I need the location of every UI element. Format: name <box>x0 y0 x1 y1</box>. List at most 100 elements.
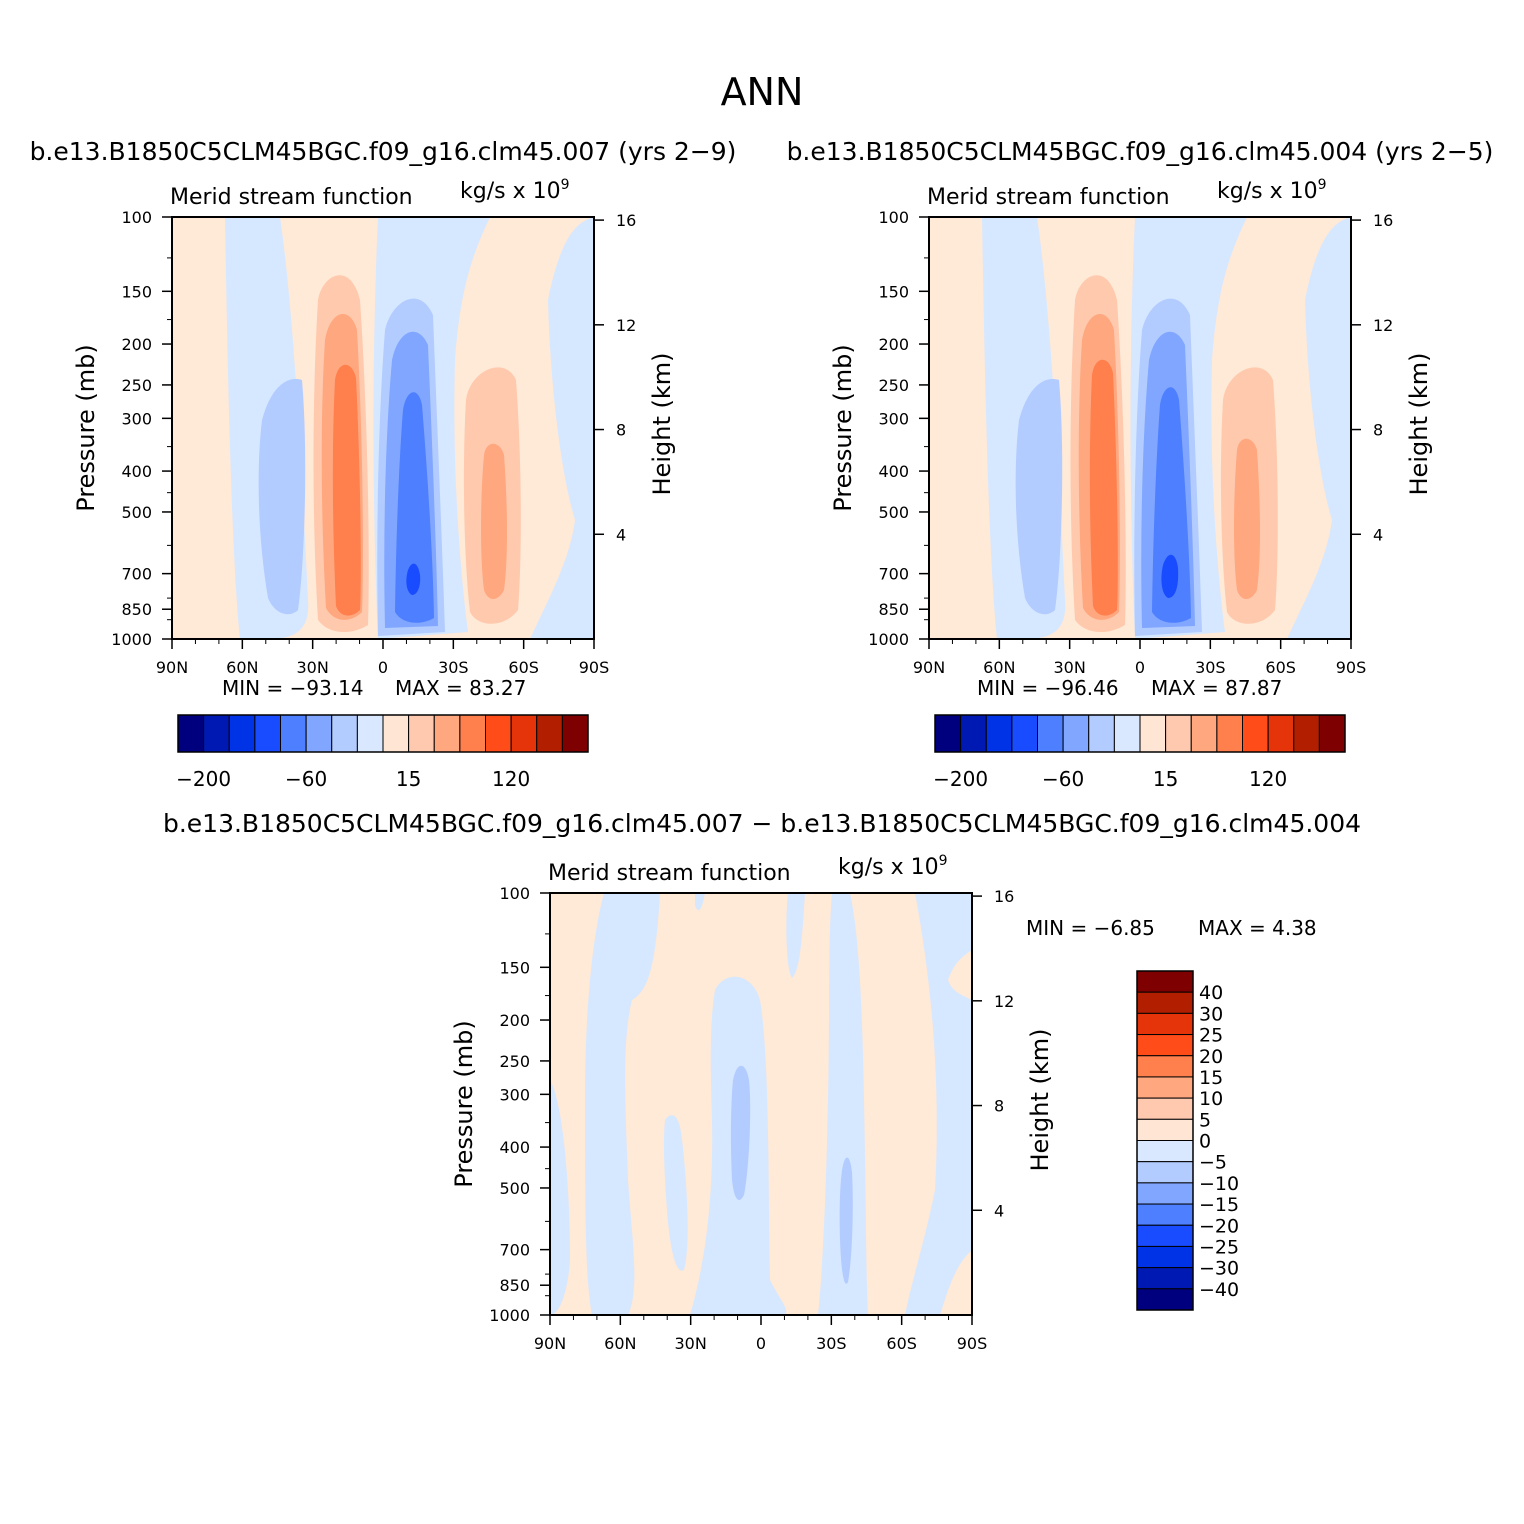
y-tick-label: 700 <box>499 1241 530 1260</box>
contour-neg-2-d <box>406 563 421 595</box>
y-tick-label: 250 <box>499 1052 530 1071</box>
units-label: kg/s x 109 <box>460 177 570 204</box>
colorbar-label: −25 <box>1199 1236 1239 1258</box>
colorbar-box <box>1136 1224 1194 1247</box>
y-tick-label: 500 <box>121 503 152 522</box>
y-tick-label: 1000 <box>111 630 152 649</box>
colorbar-frame <box>1136 970 1194 1311</box>
colorbar-box <box>1318 714 1346 753</box>
contour-pos-1-c <box>1089 359 1118 616</box>
y-tick-label: 150 <box>878 282 909 301</box>
contour-neg-2-d <box>1161 554 1179 598</box>
y-axis-label: Pressure (mb) <box>829 344 857 511</box>
y-right-tick-label: 8 <box>994 1097 1004 1116</box>
contour-neg-outer-3 <box>1287 217 1351 639</box>
colorbar: −200 −60 15 120 <box>933 714 1346 791</box>
contour-neg-4 <box>695 893 705 911</box>
contour-neg-mid-1 <box>1015 379 1063 615</box>
colorbar-frame <box>177 714 589 753</box>
y-tick-label: 850 <box>121 600 152 619</box>
y-tick-label: 250 <box>878 376 909 395</box>
colorbar-label: −60 <box>1042 767 1084 791</box>
colorbar-label: 25 <box>1199 1025 1223 1047</box>
contour-neg-7-inner <box>839 1157 853 1284</box>
x-tick-label: 90N <box>913 658 945 677</box>
y-tick-label: 400 <box>121 462 152 481</box>
colorbar-box <box>356 714 384 753</box>
panel-title: b.e13.B1850C5CLM45BGC.f09_g16.clm45.007 … <box>163 809 1361 838</box>
colorbar-label: 5 <box>1199 1109 1211 1131</box>
colorbar-box <box>1113 714 1141 753</box>
colorbar-label: −200 <box>933 767 988 791</box>
colorbar-box <box>1267 714 1295 753</box>
y-right-tick-label: 16 <box>994 887 1014 906</box>
colorbar-label: −15 <box>1199 1194 1239 1216</box>
colorbar-box <box>1136 1055 1194 1078</box>
colorbar-box <box>485 714 512 753</box>
max-label: MAX = 87.87 <box>1151 676 1282 700</box>
contour-neg-outer-3 <box>530 217 594 639</box>
contour-pos-1-c <box>332 364 361 616</box>
y-tick-label: 250 <box>121 376 152 395</box>
contour-neg-2 <box>585 893 660 1315</box>
y-tick-label: 850 <box>499 1276 530 1295</box>
y-tick-label: 850 <box>878 600 909 619</box>
contour-neg-6 <box>786 893 805 978</box>
y-tick-label: 200 <box>499 1011 530 1030</box>
y-tick-label: 300 <box>878 409 909 428</box>
units-label: kg/s x 109 <box>1217 177 1327 204</box>
figure-title: ANN <box>721 70 804 114</box>
contour-neg-2-c <box>1152 387 1191 623</box>
colorbar-box <box>960 714 987 753</box>
x-tick-label: 90N <box>534 1334 566 1353</box>
y-right-tick-label: 4 <box>616 525 626 544</box>
colorbar-label: −10 <box>1199 1173 1239 1195</box>
y-tick-label: 150 <box>121 282 152 301</box>
contour-neg-1 <box>550 1080 570 1315</box>
colorbar-box <box>536 714 563 753</box>
panel-left-label: Merid stream function <box>170 185 413 210</box>
panel-left-label: Merid stream function <box>927 185 1170 210</box>
y-right-tick-label: 8 <box>1373 421 1383 440</box>
colorbar-frame <box>934 714 1346 753</box>
colorbar-box <box>985 714 1013 753</box>
x-tick-label: 60N <box>604 1334 636 1353</box>
colorbar-box <box>382 714 410 753</box>
colorbar-box <box>934 714 962 753</box>
y-right-tick-label: 12 <box>994 992 1014 1011</box>
colorbar-box <box>1037 714 1064 753</box>
y-right-axis-label: Height (km) <box>648 353 676 496</box>
x-tick-label: 30S <box>438 658 469 677</box>
colorbar-label: −5 <box>1199 1152 1227 1174</box>
colorbar-label: 30 <box>1199 1003 1223 1025</box>
colorbar-box <box>254 714 281 753</box>
colorbar-label: 120 <box>492 767 530 791</box>
axes: 100 150 200 250 300 400 500 700 850 1000 16 12 8 4 90N… <box>450 884 1054 1353</box>
colorbar: −200 −60 15 120 <box>176 714 589 791</box>
colorbar-label: 15 <box>1199 1067 1223 1089</box>
axes: 100 150 200 250 300 400 500 700 850 1000 16 12 8 4 90N… <box>829 208 1433 677</box>
y-axis-label: Pressure (mb) <box>450 1020 478 1187</box>
panel-2: b.e13.B1850C5CLM45BGC.f09_g16.clm45.004 … <box>787 137 1494 791</box>
colorbar-label: 15 <box>1153 767 1178 791</box>
y-tick-label: 300 <box>499 1085 530 1104</box>
colorbar-box <box>1136 991 1194 1014</box>
colorbar-label: 20 <box>1199 1046 1223 1068</box>
panel-left-label: Merid stream function <box>548 861 791 886</box>
colorbar-box <box>1293 714 1320 753</box>
y-tick-label: 100 <box>499 884 530 903</box>
max-label: MAX = 4.38 <box>1198 916 1317 940</box>
y-right-tick-label: 12 <box>1373 316 1393 335</box>
panel-title: b.e13.B1850C5CLM45BGC.f09_g16.clm45.007 … <box>30 137 737 166</box>
x-tick-label: 0 <box>1135 658 1145 677</box>
y-right-axis-label: Height (km) <box>1405 353 1433 496</box>
contour-neg-5-inner <box>730 1065 751 1200</box>
colorbar-box <box>1139 714 1167 753</box>
colorbar-label: −40 <box>1199 1279 1239 1301</box>
colorbar-box <box>305 714 333 753</box>
colorbar-box <box>1216 714 1243 753</box>
min-label: MIN = −93.14 <box>222 676 364 700</box>
x-tick-label: 60N <box>983 658 1015 677</box>
x-tick-label: 60S <box>508 658 539 677</box>
